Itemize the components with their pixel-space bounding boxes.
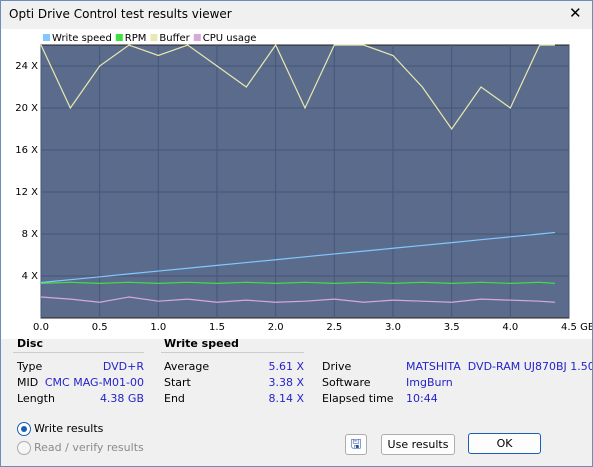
window-title: Opti Drive Control test results viewer xyxy=(9,7,232,21)
field-label: Length xyxy=(17,392,55,405)
field-value: 3.38 X xyxy=(268,376,304,389)
x-tick-label: 4.0 xyxy=(502,322,518,333)
field-label: Average xyxy=(164,360,210,373)
chart: 4 X 8 X 12 X 16 X 20 X 24 X 0.0 0.5 1.0 1.5 2.0 2.5… xyxy=(1,29,592,339)
close-button[interactable]: ✕ xyxy=(569,4,582,22)
y-tick-label: 4 X xyxy=(22,271,39,282)
x-tick-label: 2.5 xyxy=(326,322,342,333)
section-heading: Write speed xyxy=(164,337,239,350)
x-tick-label: 1.0 xyxy=(150,322,166,333)
series-line xyxy=(40,281,555,284)
radio-checked[interactable] xyxy=(17,422,31,436)
field-label: MID xyxy=(17,376,39,389)
legend-label: RPM xyxy=(125,33,147,44)
legend-swatch xyxy=(43,34,50,41)
x-tick-label: 4.5 GB xyxy=(561,322,592,333)
legend-label: CPU usage xyxy=(203,33,257,44)
legend-swatch xyxy=(115,34,123,41)
field-label: Software xyxy=(322,376,371,389)
field-value: 4.38 GB xyxy=(99,392,144,405)
section-heading: Disc xyxy=(17,337,43,350)
x-tick-label: 3.0 xyxy=(385,322,401,333)
radio-label[interactable]: Read / verify results xyxy=(34,441,144,454)
field-label: Start xyxy=(164,376,191,389)
divider xyxy=(13,352,144,353)
legend-swatch xyxy=(193,34,201,41)
legend-swatch xyxy=(150,34,158,41)
series-line xyxy=(40,231,555,284)
x-tick-label: 0.5 xyxy=(92,322,108,333)
use-results-button[interactable]: Use results xyxy=(381,434,455,455)
field-value: 8.14 X xyxy=(268,392,304,405)
field-value: 10:44 xyxy=(406,392,438,405)
legend-label: Buffer xyxy=(159,33,190,44)
field-label: Type xyxy=(17,360,43,373)
field-value: MATSHITA DVD-RAM UJ870BJ 1.50 xyxy=(406,360,593,373)
y-tick-label: 20 X xyxy=(15,103,38,114)
x-tick-label: 1.5 xyxy=(209,322,225,333)
field-value: 5.61 X xyxy=(268,360,304,373)
field-value: ImgBurn xyxy=(406,376,453,389)
field-label: Elapsed time xyxy=(322,392,394,405)
y-tick-label: 16 X xyxy=(15,145,38,156)
series-line xyxy=(40,296,555,303)
y-tick-label: 24 X xyxy=(15,61,38,72)
field-value: DVD+R xyxy=(102,360,144,373)
legend-label: Write speed xyxy=(52,33,112,44)
y-tick-label: 8 X xyxy=(22,229,39,240)
radio[interactable] xyxy=(17,441,31,455)
x-tick-label: 2.0 xyxy=(268,322,284,333)
field-label: End xyxy=(164,392,185,405)
y-tick-label: 12 X xyxy=(15,187,38,198)
x-tick-label: 0.0 xyxy=(33,322,49,333)
radio-label[interactable]: Write results xyxy=(34,422,104,435)
save-button[interactable]: 🖫 xyxy=(345,434,367,455)
ok-button[interactable]: OK xyxy=(468,433,541,454)
x-tick-label: 3.5 xyxy=(444,322,460,333)
plot-area xyxy=(40,44,570,319)
field-value: CMC MAG-M01-00 xyxy=(44,376,144,389)
field-label: Drive xyxy=(322,360,352,373)
series-line xyxy=(40,43,555,131)
divider xyxy=(161,352,304,353)
